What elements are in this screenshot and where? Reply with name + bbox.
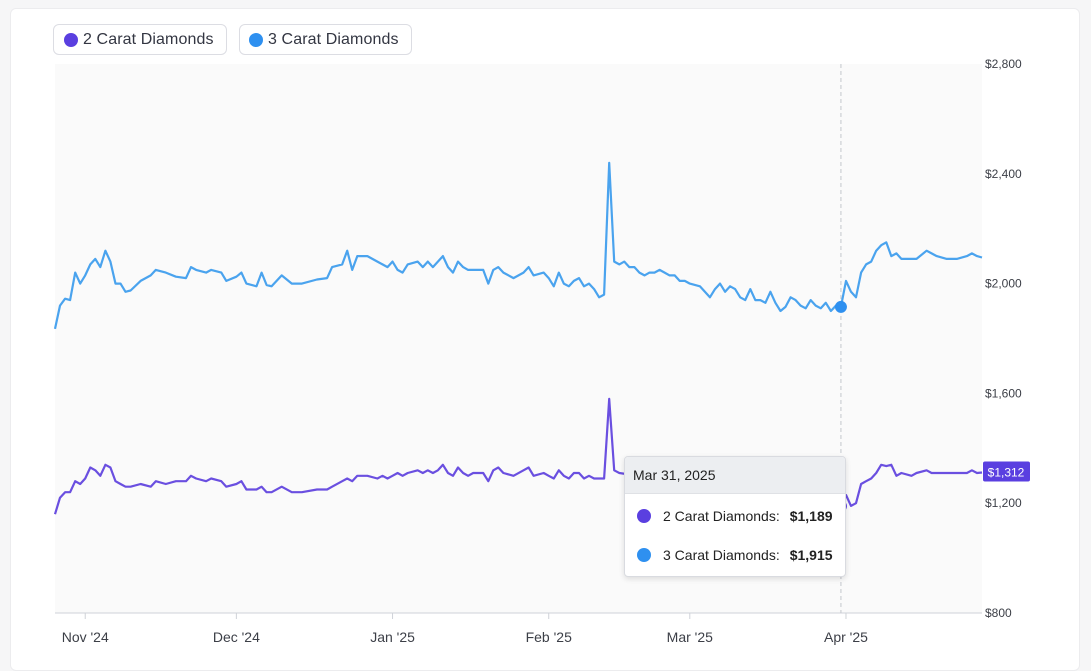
x-tick-label: Jan '25 [370, 629, 415, 645]
series-lines [53, 161, 983, 515]
hover-point-3-carat [834, 300, 847, 313]
x-tick-label: Apr '25 [824, 629, 868, 645]
legend-dot-2-carat [64, 32, 78, 47]
y-tick-label: $2,400 [985, 167, 1022, 181]
tooltip-value-2-carat: $1,189 [789, 508, 833, 524]
y-axis: $800 $1,200 $1,600 $2,000 $2,400 $2,800 [985, 57, 1022, 620]
series-line-3-carat [53, 161, 983, 330]
x-tick-label: Dec '24 [213, 629, 260, 645]
y-tick-label: $2,000 [985, 277, 1022, 291]
legend-dot-3-carat [249, 32, 263, 47]
tooltip-label-3-carat: 3 Carat Diamonds: [663, 547, 780, 563]
tooltip-row-2-carat: 2 Carat Diamonds: $1,189 [637, 506, 833, 526]
y-tick-label: $2,800 [985, 57, 1022, 71]
last-value-badge-text: $1,312 [988, 465, 1025, 479]
legend-item-3-carat[interactable]: 3 Carat Diamonds [239, 24, 412, 55]
legend-label-3-carat: 3 Carat Diamonds [268, 30, 399, 48]
tooltip-row-3-carat: 3 Carat Diamonds: $1,915 [637, 545, 833, 565]
x-tick-label: Mar '25 [667, 629, 713, 645]
y-tick-label: $1,600 [985, 386, 1022, 400]
tooltip-dot-2-carat [637, 509, 651, 523]
y-tick-label: $800 [985, 606, 1012, 620]
last-value-badge-box [983, 461, 1030, 482]
tooltip-label-2-carat: 2 Carat Diamonds: [663, 508, 780, 524]
last-value-badge: $1,312 [983, 461, 1030, 482]
x-tick-label: Nov '24 [62, 629, 109, 645]
tooltip-dot-3-carat [637, 548, 651, 562]
chart-tooltip: Mar 31, 2025 2 Carat Diamonds: $1,189 3 … [624, 456, 846, 577]
tooltip-value-3-carat: $1,915 [789, 547, 833, 563]
y-tick-label: $1,200 [985, 496, 1022, 510]
x-axis: Nov '24 Dec '24 Jan '25 Feb '25 Mar '25 Apr '… [62, 613, 868, 645]
x-tick-label: Feb '25 [526, 629, 572, 645]
legend-item-2-carat[interactable]: 2 Carat Diamonds [53, 24, 227, 55]
series-line-2-carat [53, 397, 983, 515]
tooltip-date: Mar 31, 2025 [625, 457, 845, 494]
legend-label-2-carat: 2 Carat Diamonds [83, 30, 214, 48]
